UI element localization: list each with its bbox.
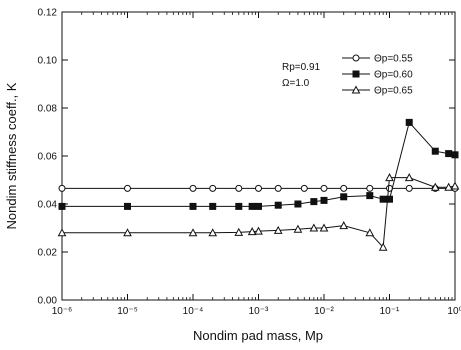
data-point [320, 196, 328, 204]
data-point [385, 173, 394, 182]
annotation-omega: Ω=1.0 [282, 78, 310, 89]
data-point [405, 118, 413, 126]
y-tick-label: 0.08 [38, 104, 58, 115]
x-tick-label: 10⁻⁴ [183, 306, 204, 317]
x-tick-label: 10⁻³ [249, 306, 269, 317]
legend-label: Θp=0.65 [374, 86, 413, 97]
legend-entry: Θp=0.55 [342, 54, 413, 65]
data-point [405, 184, 413, 192]
data-point [58, 202, 66, 210]
y-tick-label: 0.04 [38, 200, 58, 211]
y-tick-label: 0.10 [38, 56, 58, 67]
data-point [309, 223, 319, 232]
data-point [274, 184, 282, 192]
data-point [352, 54, 360, 62]
y-tick-label: 0.00 [38, 296, 58, 307]
data-point [274, 201, 282, 209]
series-open-circle [58, 184, 459, 192]
data-point [430, 182, 440, 191]
series-line [62, 121, 456, 207]
data-point [124, 202, 131, 210]
data-point [378, 242, 388, 251]
y-tick-label: 0.02 [38, 248, 58, 259]
data-point [339, 221, 349, 230]
data-point [319, 223, 329, 232]
data-point [124, 184, 131, 192]
data-point [255, 202, 262, 210]
data-point [431, 147, 439, 155]
data-point [451, 151, 459, 159]
data-point [450, 181, 460, 190]
x-tick-label: 10⁻¹ [380, 306, 400, 317]
data-point [340, 184, 348, 192]
data-point [293, 224, 303, 233]
data-point [208, 228, 218, 237]
data-point [365, 228, 375, 237]
x-axis-label: Nondim pad mass, Mp [193, 328, 323, 343]
series-filled-square [58, 118, 459, 210]
data-point [444, 182, 453, 191]
x-tick-label: 10⁰ [447, 306, 461, 317]
data-point [300, 184, 308, 192]
data-point [366, 184, 374, 192]
data-point [189, 202, 197, 210]
annotation-rp: Rp=0.91 [282, 62, 321, 73]
y-axis-label: Nondim stiffness coeff., K [4, 82, 19, 229]
legend-entry: Θp=0.65 [342, 85, 413, 97]
legend-entry: Θp=0.60 [342, 70, 413, 81]
legend-label: Θp=0.55 [374, 54, 413, 65]
data-point [209, 202, 217, 210]
series-group [57, 118, 460, 251]
legend: Θp=0.55 Θp=0.60 Θp=0.65 [342, 54, 413, 97]
data-point [57, 228, 67, 237]
x-tick-label: 10⁻⁶ [52, 306, 73, 317]
data-point [247, 227, 257, 236]
data-point [379, 195, 387, 203]
x-tick-label: 10⁻² [314, 306, 334, 317]
data-point [248, 202, 256, 210]
data-point [351, 85, 361, 94]
data-point [123, 228, 132, 237]
data-point [235, 184, 243, 192]
axis-ticks: 10⁻⁶ 10⁻⁵ 10⁻⁴ 10⁻³ 10⁻² 10⁻¹ 10⁰ 0.00 0.02 0.04 0… [38, 8, 461, 318]
data-point [352, 70, 360, 78]
data-point [404, 173, 414, 182]
x-tick-label: 10⁻⁵ [117, 306, 138, 317]
data-point [234, 227, 244, 236]
data-point [320, 184, 328, 192]
data-point [58, 184, 66, 192]
data-point [254, 226, 263, 235]
y-tick-label: 0.06 [38, 152, 58, 163]
legend-label: Θp=0.60 [374, 70, 413, 81]
data-point [273, 225, 283, 234]
data-point [189, 184, 197, 192]
data-point [310, 198, 318, 206]
data-point [188, 228, 198, 237]
data-point [386, 195, 393, 203]
data-point [366, 192, 374, 200]
data-point [294, 200, 302, 208]
data-point [209, 184, 217, 192]
series-open-triangle [57, 173, 460, 251]
data-point [255, 184, 262, 192]
data-point [445, 150, 453, 158]
y-tick-label: 0.12 [38, 8, 58, 19]
data-point [235, 202, 243, 210]
data-point [340, 193, 348, 201]
